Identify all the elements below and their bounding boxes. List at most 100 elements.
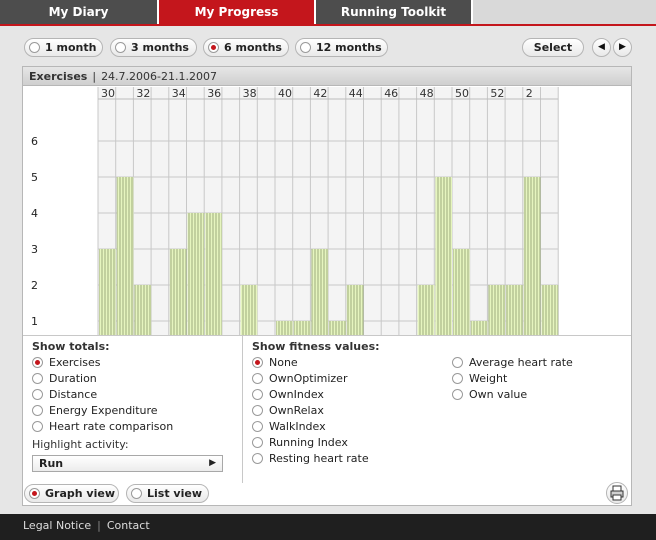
bar-week-51 xyxy=(470,321,488,335)
period-label: 6 months xyxy=(224,41,282,54)
radio-icon xyxy=(131,488,142,499)
radio-selected-icon xyxy=(29,488,40,499)
week-tick-label: 32 xyxy=(136,87,150,100)
week-tick-label: 42 xyxy=(313,87,327,100)
bar-week-52 xyxy=(488,285,506,335)
period-6-months[interactable]: 6 months xyxy=(203,38,289,57)
fitness-values-title: Show fitness values: xyxy=(252,340,380,353)
option-label: None xyxy=(269,356,298,369)
week-tick-label: 2 xyxy=(526,87,533,100)
option-label: OwnOptimizer xyxy=(269,372,348,385)
week-tick-label: 34 xyxy=(172,87,186,100)
week-tick-label: 40 xyxy=(278,87,292,100)
select-button[interactable]: Select xyxy=(522,38,584,57)
legal-notice-link[interactable]: Legal Notice xyxy=(23,519,92,532)
week-tick-label: 50 xyxy=(455,87,469,100)
y-tick-label: 6 xyxy=(31,135,38,148)
period-label: 1 month xyxy=(45,41,97,54)
radio-selected-icon xyxy=(208,42,219,53)
week-tick-label: 52 xyxy=(490,87,504,100)
graph-view-button[interactable]: Graph view xyxy=(24,484,119,503)
option-label: Own value xyxy=(469,388,528,401)
tab-my-progress[interactable]: My Progress xyxy=(159,0,314,24)
tab-running-toolkit[interactable]: Running Toolkit xyxy=(316,0,471,24)
period-3-months[interactable]: 3 months xyxy=(110,38,197,57)
fitness-option[interactable]: Running Index xyxy=(252,436,348,450)
fitness-option[interactable]: Weight xyxy=(452,372,507,386)
fitness-option[interactable]: WalkIndex xyxy=(252,420,326,434)
option-label: WalkIndex xyxy=(269,420,326,433)
bar-week-43 xyxy=(329,321,346,335)
radio-selected-icon xyxy=(32,357,43,368)
bar-week-30 xyxy=(99,249,116,335)
radio-icon xyxy=(115,42,126,53)
chevron-right-icon[interactable]: ▶ xyxy=(613,38,632,57)
radio-selected-icon xyxy=(252,357,263,368)
fitness-option[interactable]: OwnRelax xyxy=(252,404,324,418)
radio-icon xyxy=(252,373,263,384)
radio-icon xyxy=(252,437,263,448)
week-tick-label: 44 xyxy=(349,87,363,100)
fitness-option[interactable]: Own value xyxy=(452,388,527,402)
week-tick-label: 38 xyxy=(243,87,257,100)
radio-icon xyxy=(252,421,263,432)
bar-week-50 xyxy=(453,249,470,335)
caret-right-icon: ▶ xyxy=(209,458,216,468)
radio-icon xyxy=(252,389,263,400)
bar-week-32 xyxy=(134,285,152,335)
fitness-option[interactable]: OwnOptimizer xyxy=(252,372,347,386)
exercise-chart: 3032343638404244464850522123456AugSepOct… xyxy=(31,87,559,335)
bar-week-35 xyxy=(187,213,205,335)
radio-icon xyxy=(300,42,311,53)
radio-icon xyxy=(452,373,463,384)
highlight-activity-value: Run xyxy=(39,457,64,470)
tab-underline xyxy=(0,24,656,26)
progress-panel: 1 month 3 months 6 months 12 months Sele… xyxy=(0,26,656,514)
main-tabs: My Diary My Progress Running Toolkit xyxy=(0,0,656,24)
fitness-option[interactable]: None xyxy=(252,356,298,370)
footer-separator: | xyxy=(97,519,101,532)
period-1-month[interactable]: 1 month xyxy=(24,38,103,57)
bar-week-31 xyxy=(116,177,134,335)
chevron-left-icon[interactable]: ◀ xyxy=(592,38,611,57)
contact-link[interactable]: Contact xyxy=(106,519,150,532)
chart-options: Show totals: Exercises Duration Distance En… xyxy=(23,335,631,483)
fitness-option[interactable]: Average heart rate xyxy=(452,356,573,370)
printer-icon[interactable] xyxy=(606,482,628,504)
list-view-button[interactable]: List view xyxy=(126,484,209,503)
bar-week-3 xyxy=(541,285,559,335)
fitness-option[interactable]: OwnIndex xyxy=(252,388,324,402)
chart-title: Exercises xyxy=(29,70,88,83)
highlight-activity-dropdown[interactable]: Run ▶ xyxy=(32,455,223,472)
radio-icon xyxy=(32,389,43,400)
chart-container: Exercises | 24.7.2006-21.1.2007 30 32 34 36 38… xyxy=(22,66,632,506)
totals-option[interactable]: Exercises xyxy=(32,356,101,370)
totals-option[interactable]: Duration xyxy=(32,372,97,386)
option-label: Weight xyxy=(469,372,508,385)
radio-icon xyxy=(29,42,40,53)
totals-option[interactable]: Energy Expenditure xyxy=(32,404,158,418)
bar-week-34 xyxy=(169,249,187,335)
radio-icon xyxy=(452,389,463,400)
bar-week-38 xyxy=(240,285,258,335)
tab-my-diary[interactable]: My Diary xyxy=(0,0,157,24)
totals-option[interactable]: Heart rate comparison xyxy=(32,420,173,434)
radio-icon xyxy=(32,373,43,384)
totals-option[interactable]: Distance xyxy=(32,388,97,402)
option-label: Distance xyxy=(49,388,98,401)
bar-week-41 xyxy=(293,321,311,335)
bar-week-1 xyxy=(506,285,523,335)
option-label: Average heart rate xyxy=(469,356,573,369)
radio-icon xyxy=(252,405,263,416)
fitness-option[interactable]: Resting heart rate xyxy=(252,452,369,466)
period-12-months[interactable]: 12 months xyxy=(295,38,388,57)
radio-icon xyxy=(452,357,463,368)
list-view-label: List view xyxy=(147,487,202,500)
option-label: Exercises xyxy=(49,356,101,369)
option-label: Energy Expenditure xyxy=(49,404,158,417)
header-separator: | xyxy=(92,70,97,83)
week-tick-label: 46 xyxy=(384,87,398,100)
bar-week-42 xyxy=(311,249,329,335)
chart-date-range: 24.7.2006-21.1.2007 xyxy=(101,70,217,83)
option-label: OwnIndex xyxy=(269,388,324,401)
